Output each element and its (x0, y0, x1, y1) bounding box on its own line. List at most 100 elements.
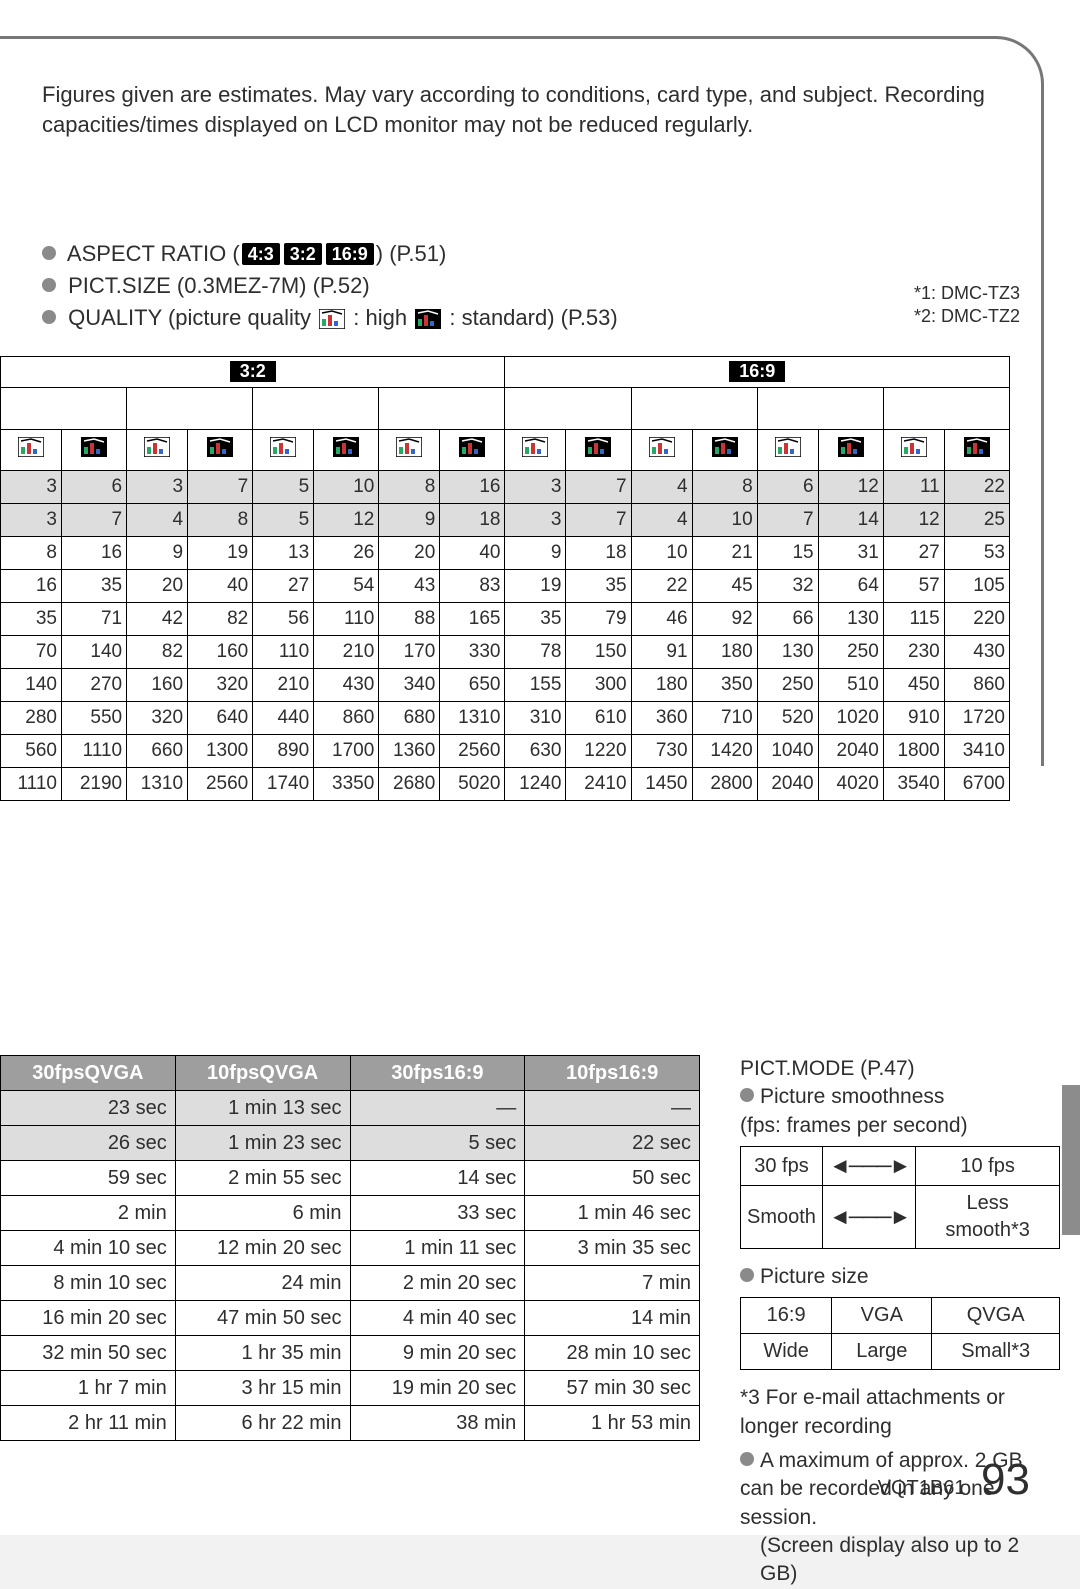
aspect-pill-169: 16:9 (326, 243, 374, 265)
cap-cell: 7 (566, 470, 631, 503)
cap-cell: 640 (188, 701, 253, 734)
size-head-cell: 2M EZ(1920 × 1080) (883, 388, 1009, 430)
cap-cell: 2040 (757, 767, 818, 800)
cap-cell: 440 (253, 701, 314, 734)
cap-cell: 2800 (692, 767, 757, 800)
cap-cell: 330 (440, 635, 505, 668)
mov-cell: 59 sec (1, 1161, 176, 1196)
size-head-cell: 7M*1(3216 × 2144) (1, 388, 127, 430)
movie-head-cell: 30fpsQVGA (1, 1056, 176, 1091)
cap-cell: 88 (379, 602, 440, 635)
movie-head-cell: 10fps16:9 (525, 1056, 700, 1091)
table-row: 1110219013102560174033502680502012402410… (1, 767, 1010, 800)
page: Figures given are estimates. May vary ac… (0, 0, 1080, 1535)
mov-cell: — (350, 1091, 525, 1126)
cap-cell: 160 (188, 635, 253, 668)
cap-cell: 12 (883, 503, 944, 536)
fps-10: 10 fps (916, 1147, 1060, 1186)
cap-cell: 45 (692, 569, 757, 602)
mov-cell: 9 min 20 sec (350, 1336, 525, 1371)
table-row: 26 sec1 min 23 sec5 sec22 sec (1, 1126, 700, 1161)
quality-std-icon (415, 309, 441, 329)
cap-cell: 2680 (379, 767, 440, 800)
size-head-cell: 4.5M EZ(2560 × 1712) (253, 388, 379, 430)
mov-cell: 2 hr 11 min (1, 1406, 176, 1441)
table-row: 8 min 10 sec24 min2 min 20 sec7 min (1, 1266, 700, 1301)
ql-std-cell (61, 429, 126, 470)
cap-cell: 4 (631, 470, 692, 503)
doc-code: VQT1B61 (878, 1477, 966, 1499)
pictsize-label: PICT.SIZE (0.3MEZ-7M) (P.52) (68, 273, 370, 298)
cap-cell: 27 (883, 536, 944, 569)
smoothness-label: Picture smoothness (760, 1085, 944, 1108)
mov-cell: 6 hr 22 min (175, 1406, 350, 1441)
cap-cell: 160 (127, 668, 188, 701)
cap-cell: 180 (631, 668, 692, 701)
cap-cell: 82 (127, 635, 188, 668)
smooth-cell: Smooth (741, 1186, 823, 1249)
table-row: 16 min 20 sec47 min 50 sec4 min 40 sec14… (1, 1301, 700, 1336)
arrow-icon: ◄───► (822, 1147, 915, 1186)
cap-cell: 42 (127, 602, 188, 635)
ql-std-cell (818, 429, 883, 470)
cap-cell: 3 (505, 503, 566, 536)
table-row: 4 min 10 sec12 min 20 sec1 min 11 sec3 m… (1, 1231, 700, 1266)
cap-cell: 3410 (944, 734, 1009, 767)
ql-high-cell (127, 429, 188, 470)
cap-cell: 170 (379, 635, 440, 668)
cap-cell: 9 (379, 503, 440, 536)
cap-cell: 15 (757, 536, 818, 569)
cap-cell: 7 (757, 503, 818, 536)
cap-cell: 1310 (440, 701, 505, 734)
cap-cell: 520 (757, 701, 818, 734)
cap-cell: 46 (631, 602, 692, 635)
cap-cell: 8 (379, 470, 440, 503)
cap-cell: 71 (61, 602, 126, 635)
note-3: *3 For e-mail attachments or longer reco… (740, 1384, 1060, 1441)
cap-cell: 5 (253, 470, 314, 503)
size-small: Small*3 (932, 1334, 1060, 1370)
size-wide: Wide (741, 1334, 832, 1370)
table-row: 1 hr 7 min3 hr 15 min19 min 20 sec57 min… (1, 1371, 700, 1406)
cap-cell: 150 (566, 635, 631, 668)
mov-cell: 57 min 30 sec (525, 1371, 700, 1406)
size-large: Large (832, 1334, 932, 1370)
movie-head-cell: 30fps16:9 (350, 1056, 525, 1091)
picsize-label: Picture size (760, 1265, 869, 1288)
cap-cell: 270 (61, 668, 126, 701)
cap-cell: 2190 (61, 767, 126, 800)
cap-cell: 680 (379, 701, 440, 734)
cap-cell: 70 (1, 635, 62, 668)
aspect-head-32: 3:2 (230, 361, 276, 382)
footnote-2: *2: DMC-TZ2 (914, 305, 1020, 328)
movie-head-row: 30fpsQVGA10fpsQVGA30fps16:910fps16:9 (1, 1056, 700, 1091)
cap-cell: 8 (692, 470, 757, 503)
ql-std-cell (944, 429, 1009, 470)
fps-table: 30 fps ◄───► 10 fps Smooth ◄───► Less sm… (740, 1146, 1060, 1249)
cap-cell: 35 (1, 602, 62, 635)
size-head-row: 7M*1(3216 × 2144)6M*2(2976 × 1984)4.5M E… (1, 388, 1010, 430)
size-head-cell: 5.5M*2(3072 × 1728) (631, 388, 757, 430)
table-row: 2 hr 11 min6 hr 22 min38 min1 hr 53 min (1, 1406, 700, 1441)
ql-std-cell (188, 429, 253, 470)
ql-high-cell (253, 429, 314, 470)
cap-cell: 1420 (692, 734, 757, 767)
mov-cell: 26 sec (1, 1126, 176, 1161)
note-screen: (Screen display also up to 2 GB) (760, 1532, 1060, 1589)
cap-cell: 26 (314, 536, 379, 569)
mov-cell: 1 hr 53 min (525, 1406, 700, 1441)
cap-cell: 10 (692, 503, 757, 536)
cap-cell: 165 (440, 602, 505, 635)
cap-cell: 2560 (188, 767, 253, 800)
cap-cell: 3 (127, 470, 188, 503)
fps-30: 30 fps (741, 1147, 823, 1186)
quality-label-a: QUALITY (picture quality (68, 305, 311, 330)
cap-cell: 40 (188, 569, 253, 602)
mov-cell: 1 min 23 sec (175, 1126, 350, 1161)
bullet-icon (42, 278, 56, 292)
cap-cell: 730 (631, 734, 692, 767)
cap-cell: 550 (61, 701, 126, 734)
cap-cell: 11 (883, 470, 944, 503)
settings-block: ASPECT RATIO (4:33:216:9) (P.51) PICT.SI… (42, 238, 1020, 334)
footnote-1: *1: DMC-TZ3 (914, 282, 1020, 305)
